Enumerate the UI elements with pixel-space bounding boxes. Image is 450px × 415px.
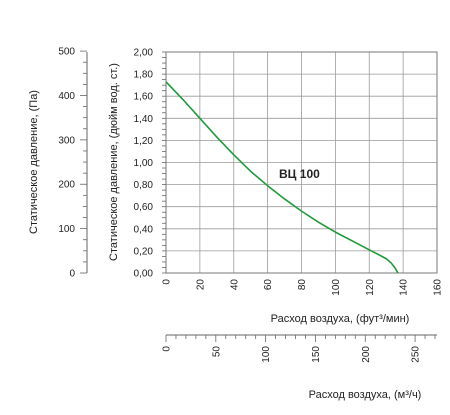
series-layer [165,81,399,274]
x-tick-label: 100 [331,279,342,296]
y-tick-label: 1,60 [134,92,154,103]
grid [165,51,438,274]
x-secondary-tick-label: 50 [211,346,222,358]
series-line [165,81,399,274]
y-axis-title-left: Статическое давление, (Па) [28,90,40,234]
series-label: ВЦ 100 [279,167,320,181]
x-tick-label: 120 [365,279,376,296]
y-left-tick-label: 300 [58,135,75,146]
y-axis-title-right: Статическое давление, (дюйм вод. ст.) [108,63,120,261]
y-left-tick-label: 100 [58,224,75,235]
y-tick-label: 0,00 [134,269,154,280]
x-tick-label: 140 [399,279,410,296]
labels-layer: 0 20 40 60 80 100 120 140 160 0,00 0,20 0,40 0,60 0,8… [58,47,443,363]
y-tick-label: 1,40 [134,114,154,125]
x-tick-label: 80 [297,279,308,291]
y-left-tick-label: 400 [58,91,75,102]
x-secondary-tick-label: 100 [261,346,272,363]
y-tick-label: 1,80 [134,70,154,81]
axes [80,50,438,342]
y-tick-label: 0,60 [134,202,154,213]
y-tick-label: 0,80 [134,180,154,191]
y-tick-label: 1,20 [134,136,154,147]
x-axis-title: Расход воздуха, (фут³/мин) [271,313,410,325]
x-secondary-tick-label: 200 [361,346,372,363]
x-tick-label: 160 [433,279,444,296]
x-tick-label: 20 [195,279,206,291]
y-tick-label: 0,40 [134,224,154,235]
x-tick-label: 60 [263,279,274,291]
y-tick-label: 1,00 [134,158,154,169]
y-left-tick-label: 200 [58,180,75,191]
x-secondary-tick-label: 0 [162,346,173,352]
x-secondary-tick-label: 250 [411,346,422,363]
x-tick-label: 0 [162,279,173,285]
x-tick-label: 40 [229,279,240,291]
y-left-tick-label: 0 [69,269,75,280]
y-tick-label: 2,00 [134,48,154,59]
x-secondary-tick-label: 150 [311,346,322,363]
y-tick-label: 0,20 [134,246,154,257]
y-left-tick-label: 500 [58,47,75,58]
x-axis-title-secondary: Расход воздуха, (м³/ч) [309,389,422,401]
